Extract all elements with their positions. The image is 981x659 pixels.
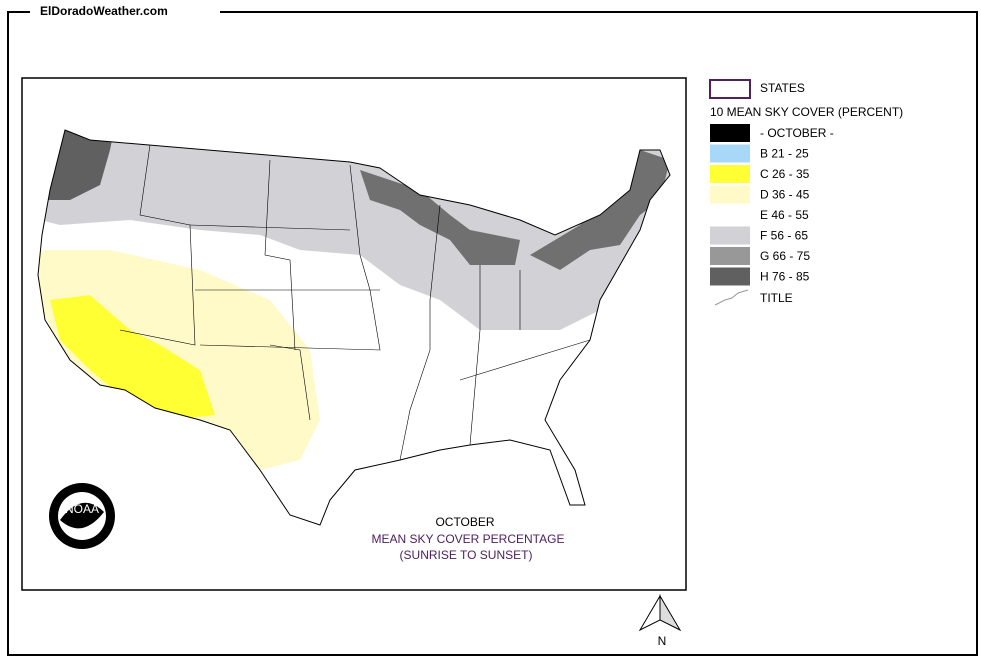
legend-title: 10 MEAN SKY COVER (PERCENT) (710, 105, 903, 119)
legend-label: F 56 - 65 (760, 229, 808, 243)
legend-swatch (710, 267, 750, 286)
region-c (50, 295, 215, 420)
legend-swatch (710, 165, 750, 183)
legend-swatch (710, 226, 750, 245)
states-swatch (709, 79, 751, 99)
noaa-logo: NOAA (49, 483, 115, 549)
logo-text: NOAA (65, 502, 99, 516)
legend-states: STATES (760, 81, 805, 95)
legend-label: D 36 - 45 (760, 188, 810, 202)
legend-title-item: TITLE (760, 291, 793, 305)
legend-label: G 66 - 75 (760, 249, 810, 263)
north-arrow: N (638, 594, 682, 648)
legend-swatch (710, 144, 750, 163)
site-title: ElDoradoWeather.com (40, 4, 168, 18)
us-outline (37, 129, 671, 526)
legend-swatch (710, 185, 750, 204)
caption-title: MEAN SKY COVER PERCENTAGE (372, 532, 565, 546)
caption-month: OCTOBER (435, 515, 494, 529)
title-icon (714, 289, 749, 306)
header-backdrop (30, 2, 220, 22)
north-label: N (658, 634, 667, 648)
legend-label: E 46 - 55 (760, 208, 809, 222)
outer-border (7, 11, 978, 656)
legend-swatch (710, 124, 750, 142)
legend-label: B 21 - 25 (760, 147, 809, 161)
legend-swatch (710, 247, 750, 265)
legend-swatch (710, 206, 750, 224)
legend-label: H 76 - 85 (760, 270, 810, 284)
legend-label: C 26 - 35 (760, 167, 810, 181)
legend-items: - OCTOBER - B 21 - 25 C 26 - 35 D 36 - 45 E … (710, 124, 834, 286)
legend-label: - OCTOBER - (760, 126, 834, 140)
state-lines (119, 144, 591, 461)
caption-subtitle: (SUNRISE TO SUNSET) (400, 548, 533, 562)
region-h (360, 170, 520, 265)
